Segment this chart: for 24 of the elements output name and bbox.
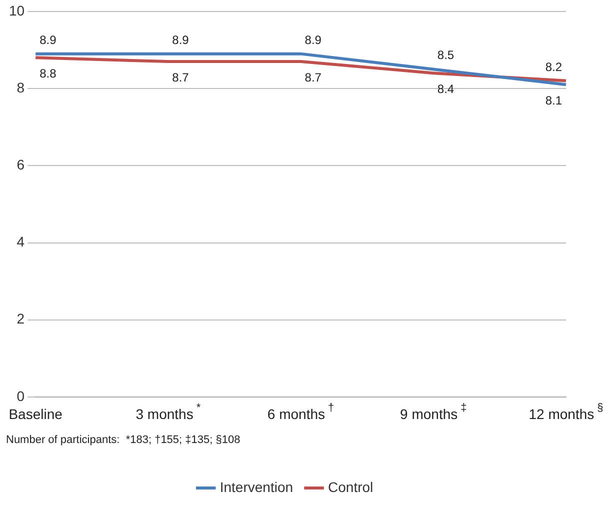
data-label: 8.9 (40, 32, 57, 47)
data-label: 8.7 (172, 70, 190, 85)
x-tick-label: 9 months‡ (400, 402, 467, 422)
y-tick-label: 6 (16, 156, 25, 172)
x-tick-label: 3 months* (136, 402, 202, 422)
y-tick-label: 8 (16, 79, 25, 96)
x-tick-label: Baseline (8, 406, 63, 422)
data-label: 8.5 (437, 48, 454, 62)
y-tick-label: 0 (16, 388, 25, 404)
x-tick-label: 6 months† (267, 402, 334, 422)
text: Number of participants: *183; †155; ‡135; §108 (6, 434, 240, 446)
data-label: 8.9 (172, 32, 190, 47)
legend-label: Intervention (220, 478, 294, 495)
data-label: 8.2 (545, 60, 562, 74)
y-tick-label: 4 (16, 234, 25, 250)
data-label: 8.7 (304, 70, 322, 85)
data-label: 8.9 (304, 32, 322, 47)
data-label: 8.1 (545, 94, 562, 108)
data-label: 8.4 (437, 82, 454, 96)
y-tick-label: 2 (16, 310, 25, 327)
legend-label: Control (328, 478, 374, 495)
x-tick-label: 12 months§ (528, 402, 604, 422)
data-label: 8.8 (40, 66, 57, 81)
y-tick-label: 10 (8, 2, 25, 18)
